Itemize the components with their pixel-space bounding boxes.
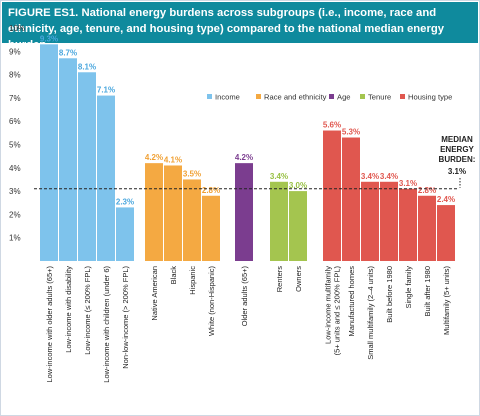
legend-swatch xyxy=(329,94,334,99)
x-category-label: Older adults (65+) xyxy=(240,266,249,327)
y-tick-label: 9% xyxy=(9,47,21,56)
median-label: 3.1% xyxy=(448,167,466,176)
legend-swatch xyxy=(256,94,261,99)
x-category-label: Single family xyxy=(404,266,413,309)
value-label: 9.3% xyxy=(40,34,58,43)
x-category-label: Native American xyxy=(150,266,159,321)
bar xyxy=(116,207,134,261)
bar xyxy=(289,191,307,261)
value-label: 2.8% xyxy=(202,186,220,195)
value-label: 5.6% xyxy=(323,121,341,130)
x-category-label: Hispanic xyxy=(188,266,197,295)
x-category-label: White (non-Hispanic) xyxy=(207,266,216,337)
x-category-label: Black xyxy=(169,266,178,285)
bar xyxy=(202,195,220,261)
legend-item: Income xyxy=(215,93,240,102)
x-category-label: Built before 1980 xyxy=(385,266,394,323)
legend-item: Tenure xyxy=(368,93,391,102)
y-tick-label: 5% xyxy=(9,141,21,150)
x-category-label: Renters xyxy=(275,266,284,293)
y-tick-label: 8% xyxy=(9,71,21,80)
median-label: BURDEN: xyxy=(439,155,476,164)
value-label: 7.1% xyxy=(97,86,115,95)
legend-swatch xyxy=(360,94,365,99)
x-category-label: Small multifamily (2–4 units) xyxy=(366,266,375,360)
value-label: 4.2% xyxy=(235,153,253,162)
bar xyxy=(270,181,288,261)
value-label: 8.7% xyxy=(59,48,77,57)
bar xyxy=(164,165,182,261)
legend-item: Age xyxy=(337,93,351,102)
y-tick-label: 3% xyxy=(9,187,21,196)
bar xyxy=(361,181,379,261)
median-label: ENERGY xyxy=(440,145,474,154)
bar xyxy=(59,58,77,261)
value-label: 3.4% xyxy=(380,172,398,181)
median-label: MEDIAN xyxy=(441,135,473,144)
legend-item: Race and ethnicity xyxy=(264,93,327,102)
bar xyxy=(437,205,455,261)
y-tick-label: 1% xyxy=(9,234,21,243)
y-tick-label: 10% xyxy=(9,24,25,33)
bar xyxy=(183,179,201,261)
x-category-label: Multifamily (5+ units) xyxy=(442,266,451,335)
x-category-label: Owners xyxy=(294,266,303,292)
value-label: 2.3% xyxy=(116,197,134,206)
value-label: 5.3% xyxy=(342,128,360,137)
value-label: 3.4% xyxy=(361,172,379,181)
bar xyxy=(342,137,360,261)
x-category-label: Non-low-income (> 200% FPL) xyxy=(121,265,130,368)
legend-swatch xyxy=(400,94,405,99)
bar xyxy=(380,181,398,261)
bar xyxy=(323,130,341,261)
x-category-label: Low-income multifamily(5+ units and ≤ 20… xyxy=(324,265,342,355)
x-category-label: Low-income (≤ 200% FPL) xyxy=(83,265,92,354)
x-category-label: Manufactured homes xyxy=(347,266,356,337)
legend-item: Housing type xyxy=(408,93,452,102)
value-label: 3.1% xyxy=(399,179,417,188)
value-label: 4.2% xyxy=(145,153,163,162)
value-label: 3.4% xyxy=(270,172,288,181)
value-label: 2.8% xyxy=(418,186,436,195)
figure-header: FIGURE ES1. National energy burdens acro… xyxy=(2,2,478,51)
bar xyxy=(40,44,58,262)
value-label: 8.1% xyxy=(78,62,96,71)
y-tick-label: 2% xyxy=(9,210,21,219)
value-label: 4.1% xyxy=(164,155,182,164)
value-label: 3.0% xyxy=(289,181,307,190)
x-category-label: Low-income with disability xyxy=(64,266,73,353)
legend-swatch xyxy=(207,94,212,99)
bar xyxy=(78,72,96,262)
x-category-label: Low-income with older adults (65+) xyxy=(45,265,54,382)
figure-title: FIGURE ES1. National energy burdens acro… xyxy=(8,7,445,51)
y-tick-label: 4% xyxy=(9,164,21,173)
bar xyxy=(97,95,115,261)
value-label: 2.4% xyxy=(437,195,455,204)
bar xyxy=(418,195,436,261)
y-tick-label: 7% xyxy=(9,94,21,103)
y-tick-label: 6% xyxy=(9,117,21,126)
x-category-label: Low-income with children (under 6) xyxy=(102,265,111,382)
bar xyxy=(145,163,163,261)
value-label: 3.5% xyxy=(183,169,201,178)
x-category-label: Built after 1980 xyxy=(423,266,432,316)
bar xyxy=(235,163,253,261)
bar xyxy=(399,188,417,261)
